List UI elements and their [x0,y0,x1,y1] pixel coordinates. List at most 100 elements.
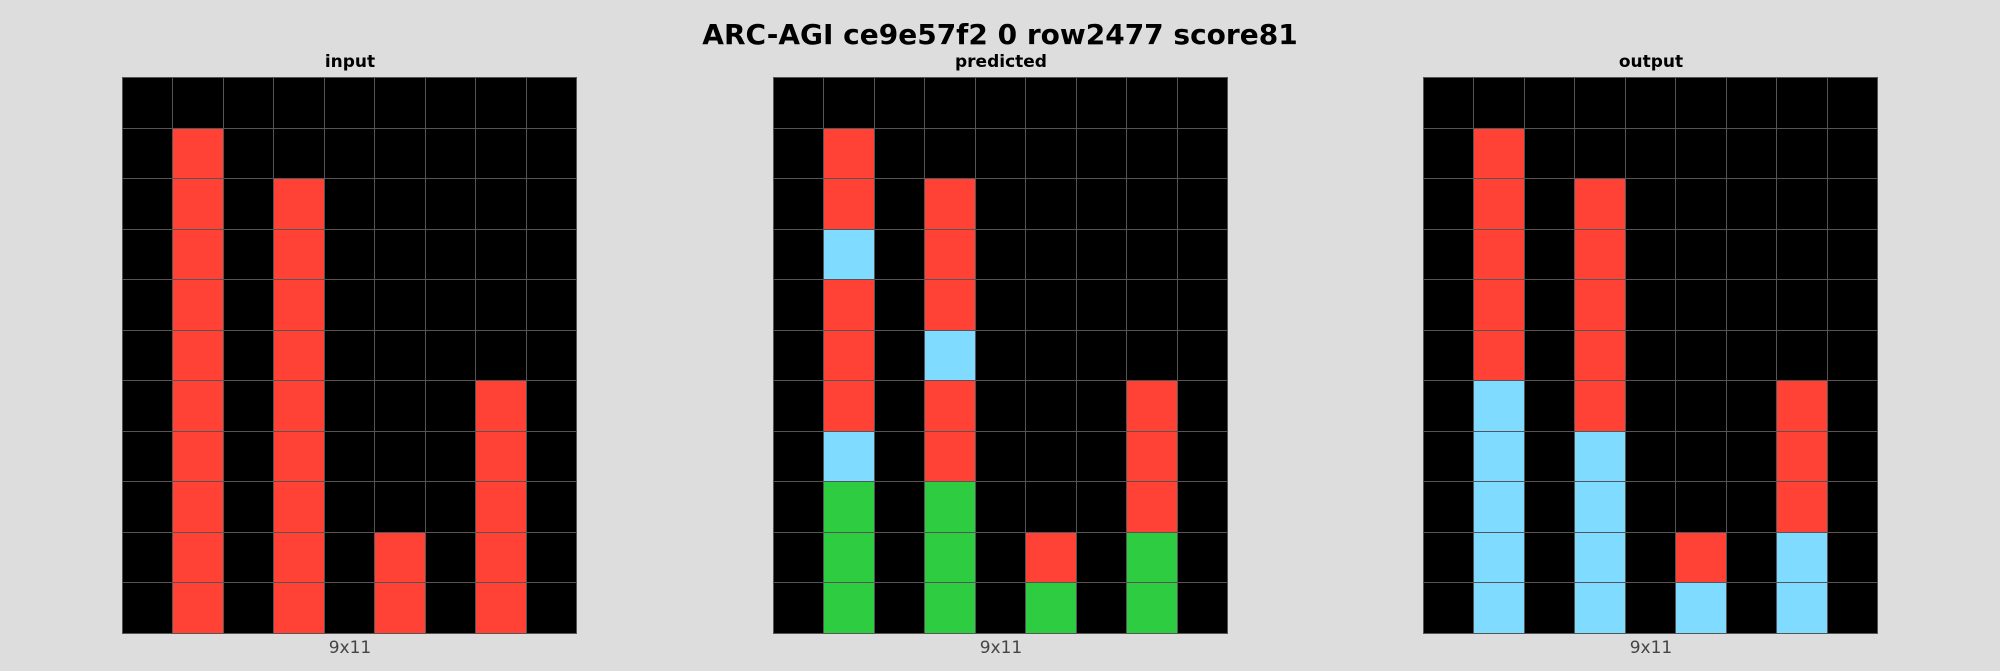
grid-cell [274,128,324,179]
grid-cell [1524,532,1575,583]
grid-cell [173,280,223,330]
grid-cell [925,280,975,330]
grid-cell [476,179,526,229]
grid-cell [526,482,576,532]
grid-cell [925,583,975,633]
grid-cell [774,381,824,431]
grid-cell [824,381,874,431]
grid-cell [1177,179,1227,229]
grid-cell [874,532,925,583]
grid-cell [1424,229,1474,280]
grid-cell [925,330,975,381]
grid-cell [526,330,576,381]
grid-cell [1777,532,1827,583]
grid-cell [1625,280,1676,330]
output-panel-title: output [1618,52,1684,72]
grid-cell [1424,330,1474,381]
input-panel-title: input [324,52,376,72]
grid-cell [173,330,223,381]
grid-cell [1625,179,1676,229]
grid-cell [526,532,576,583]
grid-cell [824,482,874,532]
grid-cell [173,381,223,431]
grid-cell [874,179,925,229]
grid-cell [1777,482,1827,532]
grid-cell [1777,330,1827,381]
grid-cell [774,482,824,532]
input-grid [122,77,577,634]
grid-cell [1676,330,1726,381]
grid-cell [375,482,425,532]
grid-cell [476,482,526,532]
grid-cell [824,330,874,381]
grid-cell [1827,330,1877,381]
grid-cell [925,229,975,280]
grid-cell [324,179,375,229]
grid-cell [526,381,576,431]
grid-cell [874,280,925,330]
grid-cell [526,229,576,280]
grid-cell [874,431,925,482]
grid-cell [375,532,425,583]
grid-cell [1625,482,1676,532]
grid-cell [324,381,375,431]
grid-cell [476,431,526,482]
grid-cell [975,381,1026,431]
grid-cell [1127,78,1177,128]
grid-cell [526,280,576,330]
grid-cell [975,78,1026,128]
grid-cell [123,330,173,381]
grid-cell [1474,229,1524,280]
grid-cell [1177,431,1227,482]
grid-cell [1127,482,1177,532]
grid-cell [1625,229,1676,280]
grid-cell [1575,482,1625,532]
grid-cell [1474,330,1524,381]
grid-cell [425,482,476,532]
grid-cell [425,431,476,482]
grid-cell [123,583,173,633]
grid-cell [1625,78,1676,128]
grid-cell [1777,280,1827,330]
grid-cell [173,532,223,583]
grid-cell [476,532,526,583]
grid-cell [223,330,274,381]
grid-cell [1177,78,1227,128]
grid-cell [1827,229,1877,280]
grid-cell [375,381,425,431]
grid-cell [1177,229,1227,280]
grid-cell [1026,128,1076,179]
grid-cell [975,532,1026,583]
grid-cell [1726,532,1777,583]
grid-cell [223,532,274,583]
grid-cell [1127,532,1177,583]
grid-cell [774,431,824,482]
grid-cell [824,431,874,482]
grid-cell [824,179,874,229]
grid-cell [1575,381,1625,431]
grid-cell [824,280,874,330]
grid-cell [223,482,274,532]
grid-cell [925,482,975,532]
grid-cell [1127,330,1177,381]
grid-cell [1127,229,1177,280]
grid-cell [1575,229,1625,280]
grid-cell [874,128,925,179]
grid-cell [925,431,975,482]
grid-cell [274,583,324,633]
grid-cell [1076,128,1127,179]
grid-cell [123,229,173,280]
grid-cell [1474,280,1524,330]
grid-cell [1726,381,1777,431]
grid-cell [1127,381,1177,431]
grid-cell [526,431,576,482]
grid-cell [375,583,425,633]
grid-cell [173,229,223,280]
grid-cell [123,128,173,179]
grid-cell [1676,179,1726,229]
grid-cell [223,78,274,128]
grid-cell [526,583,576,633]
grid-cell [1625,583,1676,633]
grid-cell [824,128,874,179]
grid-cell [824,583,874,633]
